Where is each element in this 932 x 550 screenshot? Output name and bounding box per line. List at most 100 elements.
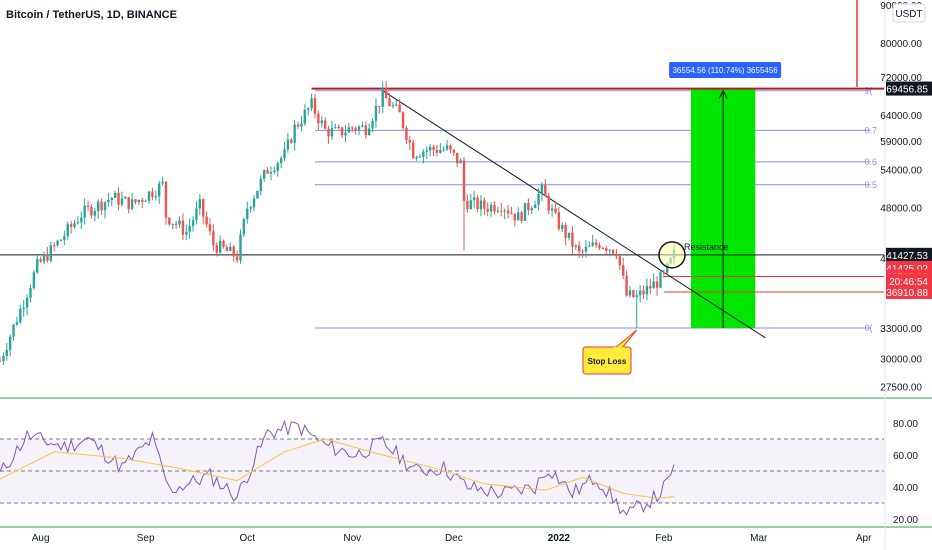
candle-body [364, 125, 367, 136]
candle-body [638, 290, 642, 296]
candle-body [249, 207, 252, 209]
candle-body [479, 200, 483, 210]
candle-body [25, 297, 29, 308]
candle-body [395, 104, 398, 106]
candle-body [52, 245, 56, 247]
candle-body [655, 281, 659, 288]
time-tick-label: 2022 [548, 533, 571, 544]
candle-body [76, 222, 80, 224]
candle-body [577, 245, 581, 252]
candle-body [59, 239, 63, 241]
price-label-box [886, 247, 932, 262]
target-label-box [669, 62, 782, 78]
price-axis[interactable]: 90000.0080000.0072000.0064000.0059000.00… [880, 1, 932, 394]
candle-body [662, 272, 666, 274]
target-label: 36554.56 (110.74%) 3655456 [672, 66, 778, 75]
candle-body [584, 246, 588, 252]
candle-body [8, 336, 12, 351]
candle-body [347, 127, 351, 133]
candle-body [5, 350, 8, 357]
candle-body [300, 123, 303, 127]
candle-body [645, 285, 649, 295]
candle-body [533, 204, 537, 209]
candle-body [151, 191, 154, 197]
candle-body [90, 206, 93, 216]
candle-body [225, 247, 229, 251]
candle-body [381, 88, 384, 107]
candle-body [486, 208, 489, 212]
candle-body [378, 105, 381, 107]
candle-body [86, 205, 90, 207]
candle-body [279, 158, 283, 164]
candle-body [283, 149, 286, 159]
candle-body [147, 191, 151, 201]
candle-body [229, 246, 232, 251]
candle-body [527, 202, 530, 211]
candle-body [246, 208, 249, 220]
candle-body [567, 232, 571, 238]
price-tick-label: 54000.00 [880, 166, 922, 177]
candle-body [174, 223, 178, 225]
candle-body [157, 183, 161, 197]
candle-body [32, 272, 36, 289]
fib-level-label: 0( [864, 323, 872, 333]
candle-body [513, 213, 517, 221]
candle-body [483, 200, 486, 209]
trendline[interactable] [382, 90, 766, 339]
price-label: 36910.88 [886, 288, 928, 299]
candle-body [130, 199, 134, 210]
currency-button[interactable] [892, 3, 926, 23]
candle-body [286, 139, 290, 150]
candle-body [303, 109, 307, 124]
candle-body [49, 245, 53, 261]
candle-body [540, 184, 544, 194]
candle-body [205, 216, 208, 225]
candle-body [66, 224, 69, 237]
candle-body [554, 208, 557, 213]
candle-body [466, 200, 469, 209]
candle-body [500, 210, 503, 212]
candle-body [29, 288, 32, 298]
candle-body [120, 198, 124, 205]
candle-body [496, 210, 500, 212]
candle-body [388, 98, 391, 106]
resistance-circle[interactable] [658, 241, 686, 269]
candle-body [80, 217, 83, 223]
candle-body [591, 242, 594, 246]
candle-body [195, 208, 198, 221]
candle-body [262, 170, 266, 179]
candle-body [428, 146, 432, 151]
candle-body [422, 151, 425, 157]
candle-body [39, 259, 42, 262]
candle-body [632, 290, 635, 297]
candle-body [506, 210, 510, 214]
candle-body [628, 290, 632, 296]
stop-loss-callout[interactable] [582, 346, 632, 375]
time-tick-label: Dec [445, 533, 463, 544]
candle-body [36, 259, 39, 273]
candle-body [63, 236, 66, 240]
candle-body [232, 246, 235, 257]
candle-body [571, 232, 574, 247]
price-tick-label: 64000.00 [880, 111, 922, 122]
candle-body [22, 307, 25, 309]
candle-body [523, 202, 527, 221]
candle-body [208, 224, 212, 232]
candle-body [652, 281, 655, 289]
candle-body [371, 120, 374, 129]
candle-body [178, 220, 181, 225]
candle-body [266, 170, 269, 174]
candle-body [188, 225, 191, 232]
candle-body [361, 125, 364, 127]
candle-body [293, 124, 296, 143]
candle-body [517, 212, 520, 221]
price-tick-label: 48000.00 [880, 203, 922, 214]
candle-body [100, 201, 103, 211]
candle-body [574, 245, 577, 247]
candles [0, 81, 676, 366]
candle-body [56, 240, 59, 246]
candle-body [642, 290, 645, 295]
